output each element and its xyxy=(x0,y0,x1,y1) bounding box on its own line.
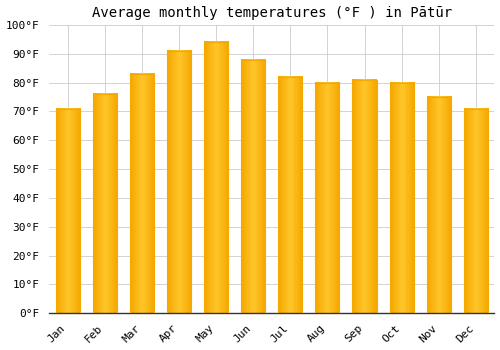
Bar xyxy=(241,60,265,313)
Bar xyxy=(464,108,488,313)
Bar xyxy=(426,97,451,313)
Bar xyxy=(316,83,340,313)
Bar xyxy=(167,51,191,313)
Bar xyxy=(92,94,117,313)
Bar xyxy=(130,74,154,313)
Bar xyxy=(278,77,302,313)
Bar xyxy=(204,42,228,313)
Bar xyxy=(390,83,413,313)
Bar xyxy=(352,80,376,313)
Title: Average monthly temperatures (°F ) in Pātūr: Average monthly temperatures (°F ) in Pā… xyxy=(92,6,452,20)
Bar xyxy=(56,108,80,313)
